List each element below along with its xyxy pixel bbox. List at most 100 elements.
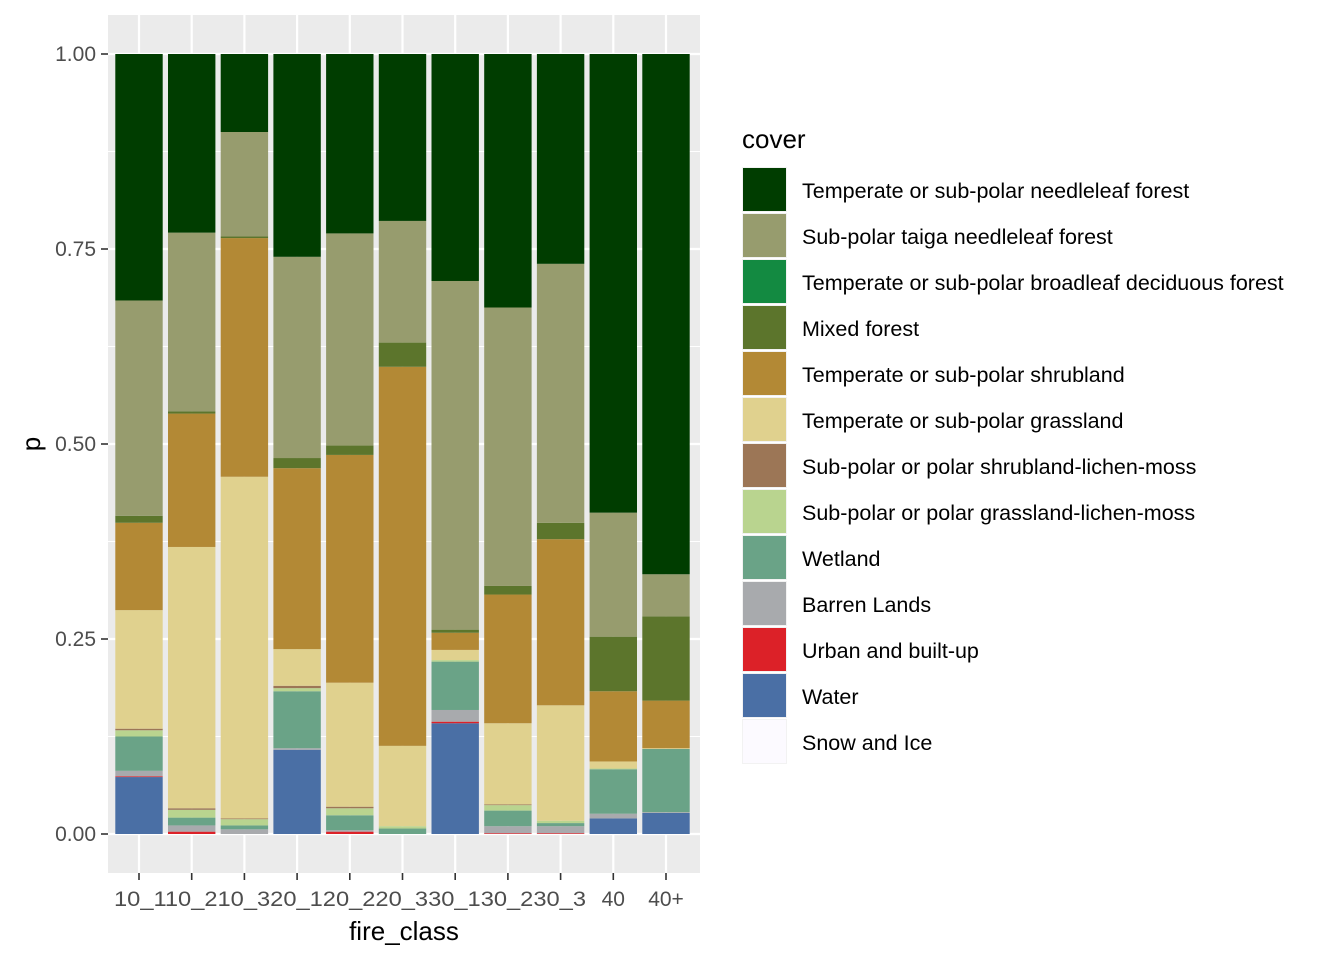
bar-segment: 10_2 — Sub-polar taiga needleleaf forest…: [168, 232, 216, 412]
bar-segment: 10_1 — Sub-polar or polar grassland-lich…: [115, 730, 163, 737]
bar-segment: 30_2 — Urban and built-up: 0.001: [484, 833, 532, 834]
legend-label: Water: [802, 685, 859, 709]
bar-segment: 40 — Temperate or sub-polar needleleaf f…: [589, 54, 637, 513]
bar-segment: 30_3 — Temperate or sub-polar shrubland:…: [536, 539, 585, 706]
bar-segment: 10_1 — Sub-polar taiga needleleaf forest…: [115, 300, 163, 516]
legend-swatch: [743, 536, 786, 579]
bar-segment: 10_3 — Sub-polar or polar shrubland-lich…: [220, 818, 269, 820]
bar-segment: 30_1 — Urban and built-up: 0.002: [431, 721, 479, 724]
bar-stack-30_3: 30_3 — Urban and built-up: 0.00130_3 — B…: [536, 54, 585, 834]
legend-title: cover: [742, 124, 806, 154]
bar-segment: 20_1 — Sub-polar or polar shrubland-lich…: [273, 685, 321, 689]
bar-segment: 30_3 — Temperate or sub-polar needleleaf…: [536, 54, 585, 264]
bar-segment: 10_1 — Temperate or sub-polar shrubland:…: [115, 522, 163, 611]
bar-segment: 20_1 — Wetland: 0.073: [273, 691, 321, 749]
bar-segment: 20_1 — Temperate or sub-polar needleleaf…: [273, 54, 321, 257]
bar-segment: 20_2 — Sub-polar or polar grassland-lich…: [326, 808, 374, 816]
bar-segment: 40+ — Mixed forest: 0.108: [642, 616, 690, 701]
bar-segment: 30_3 — Sub-polar or polar grassland-lich…: [536, 820, 585, 824]
legend-swatch: [743, 168, 786, 211]
legend-label: Temperate or sub-polar broadleaf deciduo…: [802, 271, 1284, 295]
bar-segment: 40 — Temperate or sub-polar grassland: 0…: [589, 761, 637, 769]
bar-segment: 10_1 — Sub-polar or polar shrubland-lich…: [115, 728, 163, 731]
bar-stack-20_1: 20_1 — Water: 0.10820_1 — Barren Lands: …: [273, 54, 321, 834]
legend-item: Water: [742, 673, 859, 718]
bar-segment: 10_2 — Temperate or sub-polar grassland:…: [168, 546, 216, 809]
bar-segment: 40 — Sub-polar or polar grassland-lichen…: [589, 768, 637, 770]
bar-segment: 40+ — Sub-polar taiga needleleaf forest:…: [642, 574, 690, 617]
bar-segment: 10_3 — Sub-polar or polar grassland-lich…: [220, 819, 269, 826]
bar-segment: 30_2 — Sub-polar or polar grassland-lich…: [484, 805, 532, 811]
legend-label: Temperate or sub-polar needleleaf forest: [802, 179, 1189, 203]
bar-segment: 30_1 — Barren Lands: 0.015: [431, 709, 479, 722]
x-tick-labels-joined: 10_110_210_320_120_220_330_130_230_3: [114, 888, 586, 911]
bar-segment: 20_3 — Wetland: 0.007: [378, 828, 427, 834]
bar-segment: 30_1 — Water: 0.142: [431, 723, 479, 834]
y-axis-title: p: [16, 437, 46, 451]
bar-segment: 20_2 — Temperate or sub-polar needleleaf…: [326, 54, 374, 234]
legend-swatch: [743, 306, 786, 349]
bar-segment: 20_2 — Wetland: 0.019: [326, 815, 374, 831]
x-axis-title: fire_class: [349, 916, 459, 946]
bar-segment: 10_2 — Temperate or sub-polar needleleaf…: [168, 54, 216, 233]
x-axis: 10_110_210_320_120_220_330_130_230_3 40 40…: [114, 873, 684, 911]
legend-label: Sub-polar or polar shrubland-lichen-moss: [802, 455, 1196, 479]
bar-stack-10_1: 10_1 — Water: 0.07310_1 — Urban and buil…: [115, 54, 163, 834]
bar-segment: 10_3 — Wetland: 0.005: [220, 825, 269, 830]
legend-label: Wetland: [802, 547, 880, 571]
bar-segment: 40+ — Temperate or sub-polar shrubland: …: [642, 700, 690, 749]
legend-item: Sub-polar or polar shrubland-lichen-moss: [742, 443, 1196, 488]
bar-segment: 30_2 — Barren Lands: 0.009: [484, 826, 532, 834]
bar-segment: 20_1 — Sub-polar or polar grassland-lich…: [273, 688, 321, 692]
bar-segment: 30_1 — Sub-polar taiga needleleaf forest…: [431, 280, 479, 630]
bar-segment: 20_2 — Mixed forest: 0.012: [326, 445, 374, 455]
bar-segment: 40+ — Barren Lands: 0.001: [642, 812, 690, 813]
bar-segment: 30_1 — Temperate or sub-polar shrubland:…: [431, 632, 479, 650]
bar-segment: 40+ — Temperate or sub-polar needleleaf …: [642, 54, 690, 575]
bar-segment: 20_1 — Barren Lands: 0.002: [273, 748, 321, 750]
bar-stack-30_1: 30_1 — Water: 0.14230_1 — Urban and buil…: [431, 54, 479, 834]
bar-stack-10_2: 10_2 — Urban and built-up: 0.00310_2 — B…: [168, 54, 216, 834]
legend-item: Mixed forest: [742, 305, 919, 350]
bar-segment: 10_1 — Urban and built-up: 0.001: [115, 776, 163, 778]
bar-segment: 30_2 — Temperate or sub-polar grassland:…: [484, 723, 532, 805]
legend-swatch: [743, 214, 786, 257]
legend-label: Temperate or sub-polar grassland: [802, 409, 1123, 433]
legend-item: Wetland: [742, 535, 880, 580]
bar-segment: 10_1 — Mixed forest: 0.009: [115, 515, 163, 523]
bar-segment: 10_3 — Temperate or sub-polar shrubland:…: [220, 238, 269, 477]
y-tick-label: 0.00: [55, 823, 96, 846]
legend-item: Sub-polar taiga needleleaf forest: [742, 213, 1113, 258]
bar-segment: 10_1 — Water: 0.073: [115, 777, 163, 834]
bar-segment: 10_1 — Wetland: 0.044: [115, 736, 163, 771]
legend-swatch: [743, 352, 786, 395]
bar-segment: 40 — Barren Lands: 0.006: [589, 813, 637, 819]
legend-item: Temperate or sub-polar grassland: [742, 397, 1123, 442]
y-tick-label: 1.00: [55, 43, 96, 66]
bar-segment: 30_1 — Sub-polar or polar grassland-lich…: [431, 660, 479, 662]
bar-stack-10_3: 10_3 — Barren Lands: 0.00610_3 — Wetland…: [220, 54, 269, 834]
bar-segment: 10_1 — Temperate or sub-polar needleleaf…: [115, 54, 163, 301]
bar-segment: 30_1 — Wetland: 0.062: [431, 661, 479, 710]
bar-segment: 30_1 — Temperate or sub-polar grassland:…: [431, 649, 479, 661]
bar-stack-30_2: 30_2 — Urban and built-up: 0.00130_2 — B…: [484, 54, 532, 834]
bar-stack-20_3: 20_3 — Wetland: 0.00720_3 — Sub-polar or…: [378, 54, 427, 834]
y-tick-label: 0.75: [55, 238, 96, 261]
bar-segment: 40 — Temperate or sub-polar shrubland: 0…: [589, 691, 637, 762]
bar-segment: 20_1 — Sub-polar taiga needleleaf forest…: [273, 256, 321, 459]
bar-stack-40: 40 — Water: 0.0240 — Barren Lands: 0.006…: [589, 54, 637, 834]
bar-segment: 30_3 — Urban and built-up: 0.001: [536, 833, 585, 834]
bar-segment: 40 — Water: 0.02: [589, 818, 637, 834]
bar-segment: 30_3 — Temperate or sub-polar grassland:…: [536, 705, 585, 821]
bar-segment: 20_2 — Urban and built-up: 0.003: [326, 831, 374, 834]
legend-label: Mixed forest: [802, 317, 919, 341]
legend-swatch: [743, 674, 786, 717]
bar-segment: 20_3 — Sub-polar or polar grassland-lich…: [378, 826, 427, 829]
bar-stacks: 10_1 — Water: 0.07310_1 — Urban and buil…: [115, 54, 690, 834]
legend-swatch: [743, 398, 786, 441]
bar-segment: 30_2 — Mixed forest: 0.011: [484, 585, 532, 595]
bar-segment: 30_2 — Temperate or sub-polar needleleaf…: [484, 54, 532, 308]
y-axis: 0.00 0.25 0.50 0.75 1.00: [55, 43, 108, 846]
bar-segment: 10_2 — Sub-polar or polar grassland-lich…: [168, 809, 216, 818]
